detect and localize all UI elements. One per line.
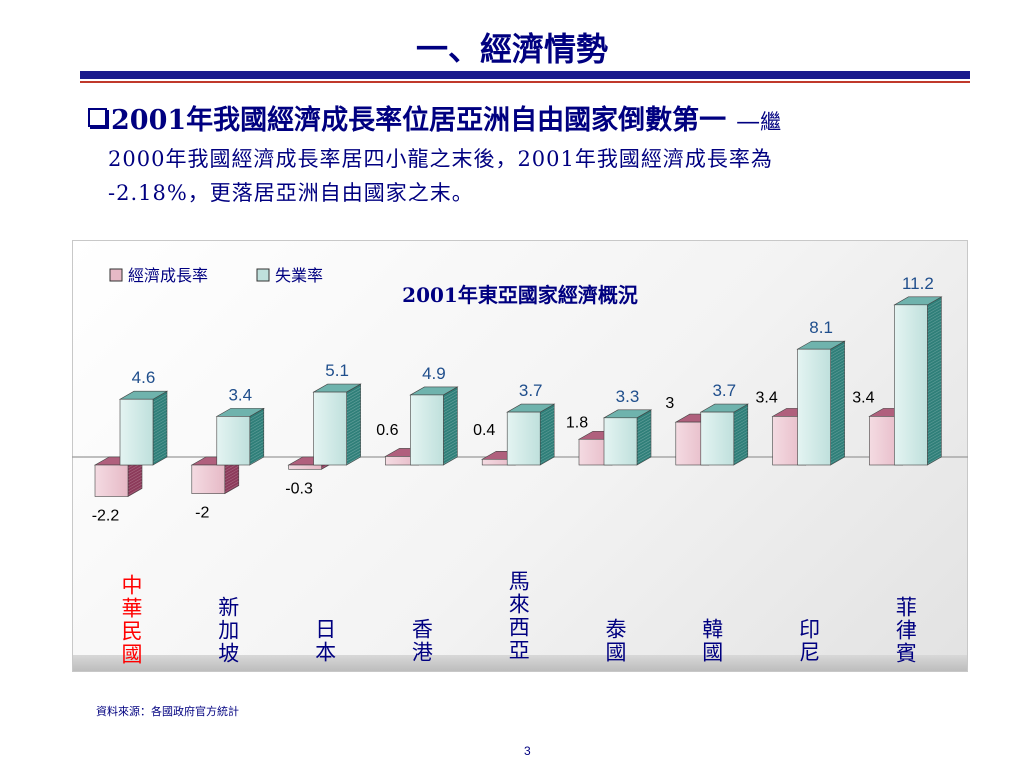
bullet-dash: —	[736, 107, 761, 135]
growth-value-label: 3.4	[755, 389, 777, 406]
unemployment-bar-6	[699, 403, 749, 466]
paragraph-line-2: 2000年我國經濟成長率居四小龍之末後，2001年我國經濟成長率為	[108, 147, 773, 171]
category-label: 香港	[409, 618, 433, 664]
growth-value-label: -0.3	[285, 480, 313, 497]
title-rule-accent	[80, 81, 970, 83]
legend-unemployment-label: 失業率	[275, 266, 323, 285]
unemployment-value-label: 4.9	[422, 364, 446, 383]
slide-title: 一、經濟情勢	[415, 30, 608, 68]
category-label: 新加坡	[216, 596, 240, 665]
growth-value-label: -2.2	[92, 507, 120, 524]
growth-value-label: 0.6	[376, 422, 398, 439]
unemployment-bar-8	[893, 296, 943, 466]
unemployment-value-label: 3.4	[228, 385, 252, 404]
unemployment-value-label: 4.6	[132, 368, 156, 387]
unemployment-value-label: 3.3	[616, 387, 640, 406]
source-note: 資料來源：各國政府官方統計	[96, 705, 239, 718]
bullet-continuation: 繼	[760, 110, 782, 134]
unemployment-bar-4	[506, 403, 556, 466]
unemployment-value-label: 3.7	[712, 381, 736, 400]
title-rule	[80, 71, 970, 79]
checkbox-bullet-icon	[88, 108, 107, 127]
category-label: 韓國	[700, 618, 724, 664]
growth-value-label: -2	[195, 505, 209, 522]
paragraph-line-3: -2.18%，更落居亞洲自由國家之末。	[108, 181, 474, 205]
growth-value-label: 3	[665, 395, 674, 412]
category-label: 馬來西亞	[506, 570, 530, 662]
unemployment-bar-1	[215, 407, 265, 466]
category-label: 印尼	[797, 618, 821, 664]
growth-value-label: 1.8	[566, 414, 588, 431]
chart-panel-base	[73, 655, 967, 671]
chart-title: 2001年東亞國家經濟概況	[402, 283, 638, 307]
unemployment-bar-2	[312, 383, 362, 466]
unemployment-value-label: 3.7	[519, 381, 543, 400]
chart-legend: 經濟成長率 失業率	[109, 266, 323, 285]
unemployment-value-label: 5.1	[325, 361, 349, 380]
page-number: 3	[524, 744, 531, 758]
unemployment-bar-0	[118, 390, 169, 466]
bullet-point: 2001年我國經濟成長率位居亞洲自由國家倒數第一 —繼	[88, 98, 781, 137]
unemployment-bar-7	[796, 340, 846, 466]
category-label: 菲律賓	[893, 596, 917, 665]
unemployment-value-label: 11.2	[902, 274, 934, 293]
category-label: 中華民國	[119, 574, 143, 666]
legend-growth-swatch	[109, 268, 123, 282]
bullet-headline: 2001年我國經濟成長率位居亞洲自由國家倒數第一	[111, 105, 727, 136]
growth-value-label: 3.4	[852, 389, 874, 406]
legend-growth-label: 經濟成長率	[128, 266, 208, 285]
category-label: 日本	[313, 618, 337, 664]
growth-value-label: 0.4	[473, 422, 495, 439]
unemployment-value-label: 8.1	[809, 318, 833, 337]
category-label: 泰國	[603, 618, 627, 664]
unemployment-bar-5	[602, 409, 653, 466]
legend-unemployment-swatch	[256, 268, 270, 282]
unemployment-bar-3	[409, 386, 459, 466]
